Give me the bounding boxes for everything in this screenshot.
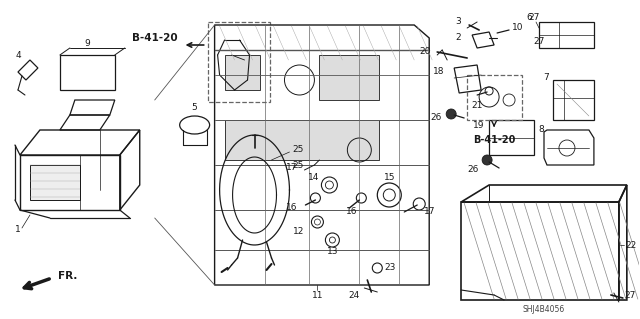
Text: 17: 17 <box>424 207 436 217</box>
Text: 27: 27 <box>533 38 545 47</box>
Text: 25: 25 <box>292 145 304 154</box>
Text: 8: 8 <box>538 125 544 135</box>
Text: 14: 14 <box>308 174 319 182</box>
Text: 16: 16 <box>286 204 298 212</box>
Text: 1: 1 <box>15 226 21 234</box>
Text: 23: 23 <box>384 263 396 272</box>
Text: 4: 4 <box>15 50 20 60</box>
Circle shape <box>446 109 456 119</box>
Circle shape <box>482 155 492 165</box>
Text: 21: 21 <box>472 100 483 109</box>
Polygon shape <box>225 55 260 90</box>
Text: SHJ4B4056: SHJ4B4056 <box>523 306 565 315</box>
Text: 10: 10 <box>512 24 524 33</box>
Text: 2: 2 <box>456 33 461 42</box>
Polygon shape <box>30 165 80 200</box>
Text: 15: 15 <box>383 174 395 182</box>
Text: B-41-20: B-41-20 <box>473 135 515 145</box>
Text: 18: 18 <box>433 68 444 77</box>
Text: 5: 5 <box>192 103 198 113</box>
Polygon shape <box>225 120 380 160</box>
Text: 20: 20 <box>420 48 431 56</box>
Text: B-41-20: B-41-20 <box>132 33 178 43</box>
Text: 27: 27 <box>625 291 636 300</box>
Text: 12: 12 <box>293 227 305 236</box>
Text: 7: 7 <box>543 73 549 83</box>
Text: 16: 16 <box>346 207 357 217</box>
Text: 19: 19 <box>472 121 484 130</box>
Text: 3: 3 <box>456 18 461 26</box>
Text: 24: 24 <box>348 291 359 300</box>
Text: 13: 13 <box>326 248 338 256</box>
Text: 6: 6 <box>526 13 532 23</box>
Text: 22: 22 <box>626 241 637 249</box>
Text: 26: 26 <box>431 114 442 122</box>
Text: 26: 26 <box>468 166 479 174</box>
Text: 17: 17 <box>286 164 298 173</box>
Polygon shape <box>319 55 380 100</box>
Text: FR.: FR. <box>58 271 77 281</box>
Text: 25: 25 <box>292 160 304 169</box>
Text: 11: 11 <box>312 292 323 300</box>
Text: 9: 9 <box>84 40 90 48</box>
Text: 27: 27 <box>529 13 540 23</box>
